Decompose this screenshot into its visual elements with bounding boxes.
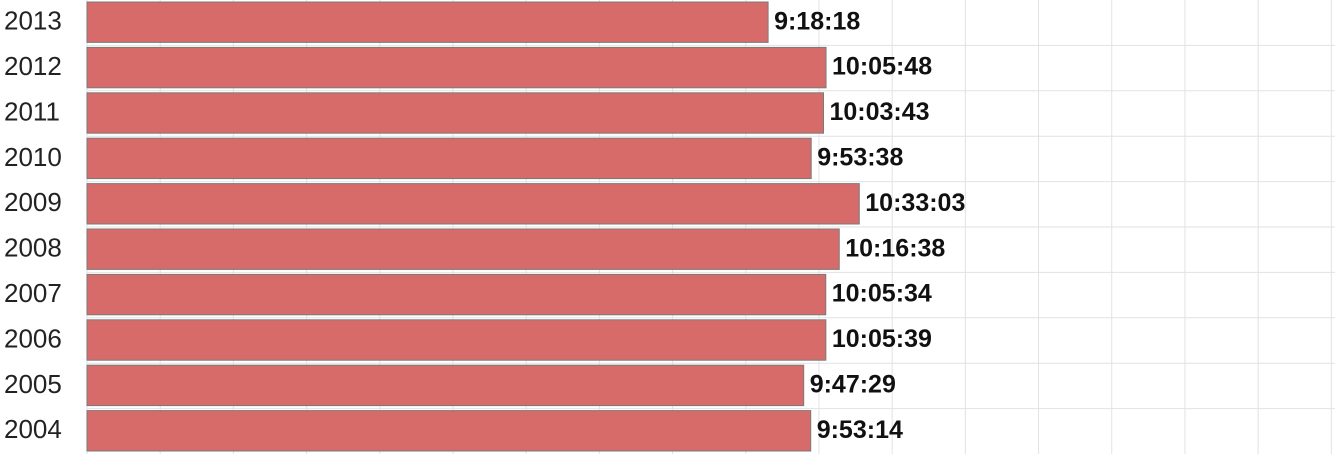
bar xyxy=(86,1,769,43)
value-label: 9:53:14 xyxy=(817,416,903,444)
bar xyxy=(86,183,860,225)
y-tick-label: 2010 xyxy=(4,142,62,172)
y-tick-label: 2012 xyxy=(4,51,62,81)
y-tick-label: 2009 xyxy=(4,187,62,217)
y-tick-label: 2004 xyxy=(4,414,62,444)
value-label: 10:05:34 xyxy=(832,280,932,308)
y-tick-label: 2006 xyxy=(4,323,62,353)
y-tick-label: 2005 xyxy=(4,369,62,399)
value-label: 10:05:39 xyxy=(832,325,932,353)
value-label: 9:53:38 xyxy=(817,144,903,172)
bar xyxy=(86,319,827,361)
value-label: 9:47:29 xyxy=(810,371,896,399)
bar xyxy=(86,273,827,316)
value-label: 10:16:38 xyxy=(845,234,945,262)
value-label: 9:18:18 xyxy=(774,7,860,35)
y-tick-label: 2008 xyxy=(4,233,62,263)
bar xyxy=(86,46,827,89)
value-label: 10:03:43 xyxy=(829,98,929,126)
value-label: 10:33:03 xyxy=(865,189,965,217)
bar xyxy=(86,364,805,407)
bar xyxy=(86,137,812,180)
value-label: 10:05:48 xyxy=(832,53,932,81)
bar xyxy=(86,410,812,452)
y-tick-label: 2013 xyxy=(4,6,62,36)
y-tick-label: 2007 xyxy=(4,278,62,308)
bar xyxy=(86,92,824,134)
y-tick-label: 2011 xyxy=(4,96,60,126)
bar xyxy=(86,228,840,270)
